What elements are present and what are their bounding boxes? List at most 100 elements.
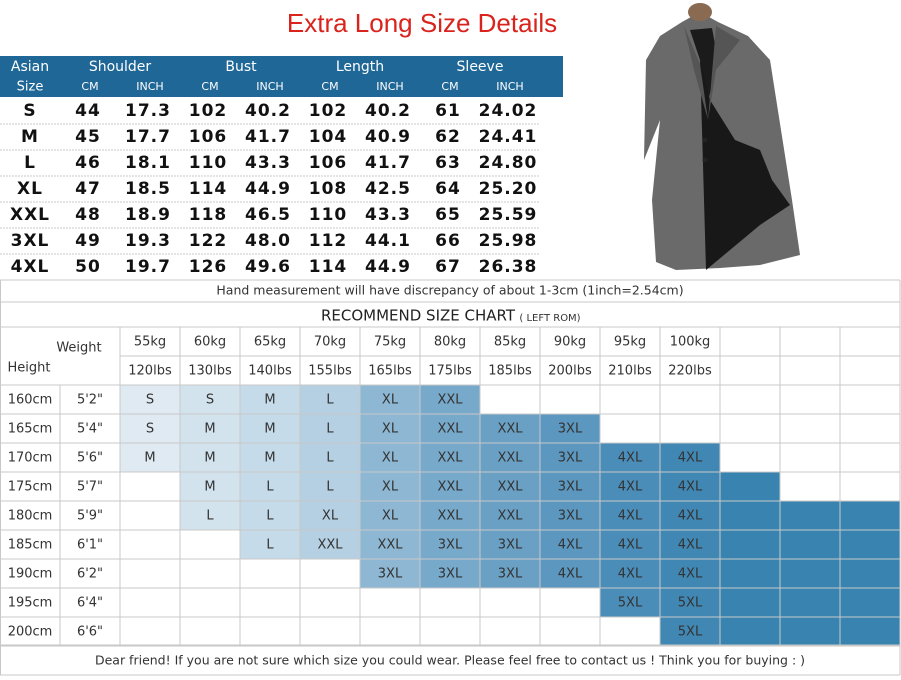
shaded-cell <box>660 443 720 472</box>
size-cell: 24.41 <box>479 127 538 147</box>
shaded-cell <box>660 472 720 501</box>
shaded-cell <box>360 530 420 559</box>
size-cell: 46.5 <box>245 205 291 225</box>
recommend-title-suffix: ( LEFT ROM) <box>519 313 580 324</box>
weight-kg: 65kg <box>254 335 286 350</box>
size-recommendation: 4XL <box>678 480 703 495</box>
size-recommendation: 3XL <box>558 422 583 437</box>
size-recommendation: S <box>206 393 214 408</box>
shaded-cell <box>540 559 600 588</box>
header-sub-label: CM <box>201 80 218 93</box>
shaded-cell <box>420 472 480 501</box>
size-recommendation: 3XL <box>438 567 463 582</box>
height-cm: 165cm <box>8 422 53 437</box>
header-label: Sleeve <box>457 59 504 75</box>
height-ft: 5'4" <box>77 422 103 437</box>
shaded-cell <box>840 559 900 588</box>
height-ft: 6'2" <box>77 567 103 582</box>
size-recommendation: XXL <box>377 538 403 553</box>
shaded-cell <box>660 559 720 588</box>
weight-lbs: 185lbs <box>488 364 532 379</box>
shaded-cell <box>120 414 180 443</box>
size-cell: 44 <box>75 101 101 121</box>
shaded-cell <box>780 501 840 530</box>
height-ft: 5'7" <box>77 480 103 495</box>
shaded-cell <box>840 588 900 617</box>
shaded-cell <box>240 443 300 472</box>
shaded-cell <box>420 559 480 588</box>
header-sub-label: INCH <box>256 80 283 93</box>
shaded-cell <box>240 385 300 414</box>
size-cell: 18.1 <box>125 153 171 173</box>
shaded-cell <box>600 501 660 530</box>
size-recommendation: XXL <box>497 422 523 437</box>
size-recommendation: XL <box>382 480 399 495</box>
weight-kg: 90kg <box>554 335 586 350</box>
size-cell: 44.9 <box>245 179 291 199</box>
shaded-cell <box>660 501 720 530</box>
size-recommendation: 4XL <box>678 567 703 582</box>
size-cell: 122 <box>189 231 228 251</box>
shaded-cell <box>180 443 240 472</box>
size-recommendation: M <box>144 451 155 466</box>
shaded-cell <box>420 443 480 472</box>
size-cell: 44.1 <box>365 231 411 251</box>
shaded-cell <box>420 414 480 443</box>
size-cell: 126 <box>189 257 228 277</box>
size-cell: 3XL <box>11 231 50 251</box>
size-recommendation: XXL <box>437 451 463 466</box>
weight-label: Weight <box>56 341 101 356</box>
size-recommendation: L <box>266 509 274 524</box>
weight-kg: 100kg <box>670 335 711 350</box>
size-cell: 66 <box>435 231 461 251</box>
size-cell: XXL <box>10 205 50 225</box>
shaded-cell <box>720 617 780 646</box>
size-recommendation: XXL <box>317 538 343 553</box>
size-cell: 61 <box>435 101 461 121</box>
size-recommendation: 3XL <box>558 480 583 495</box>
size-cell: 102 <box>189 101 228 121</box>
shaded-cell <box>600 443 660 472</box>
weight-lbs: 210lbs <box>608 364 652 379</box>
size-recommendation: XL <box>382 422 399 437</box>
size-cell: 49 <box>75 231 101 251</box>
shaded-cell <box>720 559 780 588</box>
size-cell: 19.7 <box>125 257 171 277</box>
shaded-cell <box>360 472 420 501</box>
shaded-cell <box>840 530 900 559</box>
height-ft: 6'1" <box>77 538 103 553</box>
size-cell: 17.3 <box>125 101 171 121</box>
size-cell: 104 <box>309 127 348 147</box>
size-recommendation: XXL <box>497 509 523 524</box>
weight-lbs: 220lbs <box>668 364 712 379</box>
height-cm: 190cm <box>8 567 53 582</box>
header-sub-label: CM <box>441 80 458 93</box>
weight-kg: 85kg <box>494 335 526 350</box>
size-cell: 110 <box>309 205 348 225</box>
shaded-cell <box>360 501 420 530</box>
shaded-cell <box>480 559 540 588</box>
size-cell: 62 <box>435 127 461 147</box>
header-sub-label: INCH <box>496 80 523 93</box>
size-cell: 17.7 <box>125 127 171 147</box>
size-cell: 108 <box>309 179 348 199</box>
shaded-cell <box>240 530 300 559</box>
size-cell: 43.3 <box>245 153 291 173</box>
shaded-cell <box>300 501 360 530</box>
size-cell: M <box>21 127 39 147</box>
size-recommendation: 3XL <box>438 538 463 553</box>
size-recommendation: M <box>204 451 215 466</box>
size-cell: 40.9 <box>365 127 411 147</box>
height-cm: 185cm <box>8 538 53 553</box>
size-cell: 47 <box>75 179 101 199</box>
shaded-cell <box>120 385 180 414</box>
shaded-cell <box>480 472 540 501</box>
size-cell: 46 <box>75 153 101 173</box>
coat-image <box>644 3 800 270</box>
shaded-cell <box>660 588 720 617</box>
weight-kg: 70kg <box>314 335 346 350</box>
shaded-cell <box>540 472 600 501</box>
shaded-cell <box>360 443 420 472</box>
size-recommendation: 4XL <box>558 538 583 553</box>
